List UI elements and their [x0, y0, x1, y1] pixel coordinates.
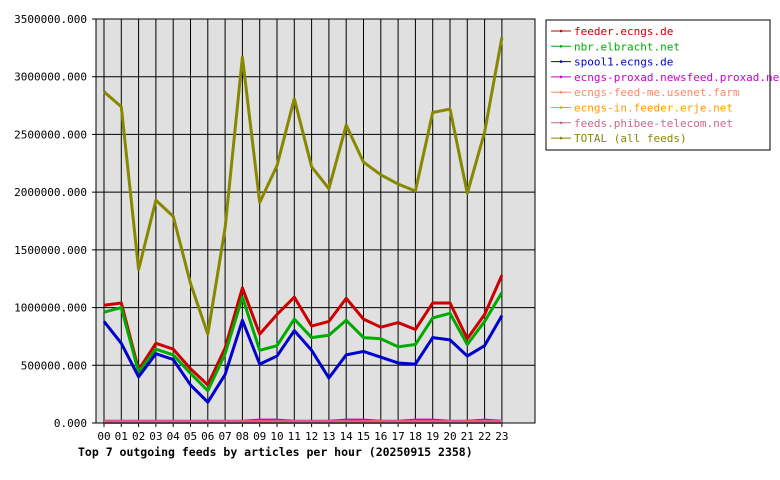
legend-marker [559, 106, 563, 109]
series-line [102, 314, 504, 404]
legend-marker [559, 121, 563, 125]
x-tick-label: 10 [270, 430, 283, 443]
x-tick-label: 06 [201, 430, 214, 443]
legend-marker [559, 75, 563, 79]
x-tick-label: 22 [478, 430, 491, 443]
x-tick-label: 08 [236, 430, 249, 443]
y-tick-label: 500000.000 [21, 359, 87, 372]
legend-marker [559, 136, 563, 140]
y-tick-label: 3000000.000 [14, 71, 87, 84]
x-tick-label: 03 [149, 430, 162, 443]
y-tick-label: 0.000 [54, 417, 87, 430]
plot-area [96, 19, 535, 423]
y-tick-label: 2000000.000 [14, 186, 87, 199]
x-tick-label: 16 [374, 430, 387, 443]
x-tick-label: 12 [305, 430, 318, 443]
legend-label: ecngs-in.feeder.erje.net [574, 102, 733, 115]
legend-marker [559, 60, 563, 63]
plot-border [95, 18, 536, 424]
legend-box [545, 19, 771, 151]
x-tick-label: 23 [495, 430, 508, 443]
legend-label: nbr.elbracht.net [574, 40, 680, 53]
series-line [103, 274, 504, 387]
x-axis: 00 01 02 03 04 05 06 07 08 09 10 11 12 13 14 15 16 17 18 19… [97, 423, 509, 443]
x-tick-label: 13 [322, 430, 335, 443]
x-tick-label: 17 [391, 430, 404, 443]
legend-label: feeds.phibee-telecom.net [574, 117, 733, 130]
chart-title: Top 7 outgoing feeds by articles per hou… [78, 445, 473, 459]
x-tick-label: 19 [426, 430, 439, 443]
legend-label: ecngs-proxad.newsfeed.proxad.net [574, 71, 780, 84]
x-tick-label: 01 [115, 430, 128, 443]
legend-marker [559, 29, 563, 33]
legend-marker [559, 45, 563, 48]
x-tick-label: 21 [461, 430, 474, 443]
x-tick-label: 20 [443, 430, 456, 443]
x-tick-label: 07 [218, 430, 231, 443]
x-tick-label: 04 [167, 430, 181, 443]
x-tick-label: 00 [97, 430, 110, 443]
series-line [103, 37, 504, 336]
legend-label: ecngs-feed-me.usenet.farm [574, 86, 740, 99]
legend-label: TOTAL (all feeds) [574, 132, 687, 145]
x-tick-label: 02 [132, 430, 145, 443]
x-tick-label: 18 [409, 430, 422, 443]
y-tick-label: 1000000.000 [14, 302, 87, 315]
x-tick-label: 14 [340, 430, 354, 443]
y-tick-label: 2500000.000 [14, 128, 87, 141]
x-tick-label: 09 [253, 430, 266, 443]
y-tick-label: 3500000.000 [14, 13, 87, 26]
y-axis: 0.000 500000.000 1000000.000 1500000.000 200… [14, 13, 96, 430]
y-tick-label: 1500000.000 [14, 244, 87, 257]
x-tick-label: 11 [288, 430, 301, 443]
x-tick-label: 15 [357, 430, 370, 443]
legend-label: spool1.ecngs.de [574, 56, 673, 69]
series-lines [102, 37, 504, 424]
series-line [103, 291, 504, 393]
legend-marker [559, 90, 563, 94]
legend-label: feeder.ecngs.de [574, 25, 673, 38]
legend: feeder.ecngs.de nbr.elbracht.net spool1.ec… [545, 19, 780, 151]
x-tick-label: 05 [184, 430, 197, 443]
